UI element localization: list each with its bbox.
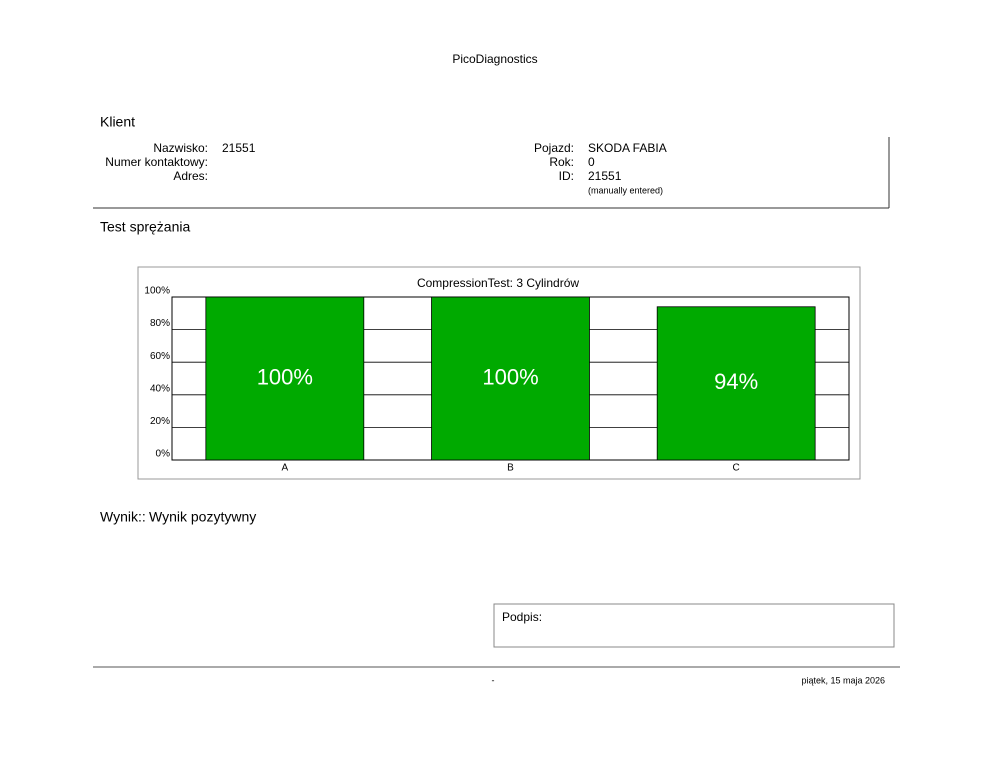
y-tick-label: 100% [144,286,170,297]
y-tick-label: 60% [150,351,170,362]
bar [656,306,816,461]
signature-label: Podpis: [502,610,542,624]
x-tick-label: A [281,463,288,474]
signature-box [493,603,895,648]
y-tick-label: 80% [150,318,170,329]
field-label: Nazwisko: [153,141,208,155]
result-value: Wynik pozytywny [149,509,256,525]
field-label: Rok: [549,155,574,169]
chart-title: CompressionTest: 3 Cylindrów [417,276,579,290]
value-label: 100% [482,364,538,389]
field-note: (manually entered) [588,185,663,195]
field-label: Adres: [173,169,208,183]
y-tick-label: 20% [150,416,170,427]
field-label: Pojazd: [534,141,574,155]
page-title: PicoDiagnostics [452,52,537,66]
field-value: 21551 [588,169,622,183]
footer-date: piątek, 15 maja 2026 [801,675,885,685]
value-label: 100% [257,364,313,389]
y-tick-label: 0% [156,449,171,460]
bar [431,296,590,461]
bar [205,296,365,461]
x-tick-label: B [507,463,514,474]
field-value: SKODA FABIA [588,141,667,155]
x-tick-label: C [733,463,740,474]
y-tick-label: 40% [150,383,170,394]
section-heading: Test sprężania [100,219,190,235]
value-label: 94% [714,369,758,394]
client-heading: Klient [100,114,135,130]
chart: 0% 20% 40% 60% 80% 100% A 100% B 100% C 94% [144,286,850,474]
field-value: 21551 [222,141,256,155]
field-label: Numer kontaktowy: [105,155,208,169]
footer-center: - [492,675,495,685]
field-label: ID: [559,169,574,183]
result-label: Wynik:: [100,509,146,525]
field-value: 0 [588,155,595,169]
